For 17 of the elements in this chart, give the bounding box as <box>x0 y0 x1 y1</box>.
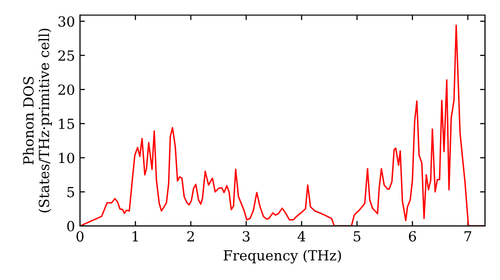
y-tick-label: 0 <box>67 220 74 232</box>
x-tick-label: 5 <box>354 231 360 242</box>
x-tick-label: 0 <box>76 231 84 242</box>
x-tick-label: 7 <box>464 231 472 242</box>
y-tick-label: 20 <box>58 84 74 95</box>
x-tick-label: 4 <box>298 231 306 242</box>
y-tick-label: 30 <box>58 16 74 27</box>
y-tick-label: 25 <box>58 50 74 61</box>
x-tick-label: 2 <box>187 231 194 242</box>
x-tick-label: 3 <box>242 231 250 242</box>
x-tick-label: 1 <box>132 231 138 242</box>
y-axis-title: Phonon DOS (States/THz·primitive cell) <box>22 28 52 212</box>
x-tick-label: 6 <box>408 231 416 242</box>
y-tick-label: 15 <box>59 118 74 130</box>
y-tick-label: 5 <box>67 186 74 198</box>
y-tick-label: 10 <box>59 152 74 164</box>
x-axis-title: Frequency (THz) <box>224 250 341 264</box>
